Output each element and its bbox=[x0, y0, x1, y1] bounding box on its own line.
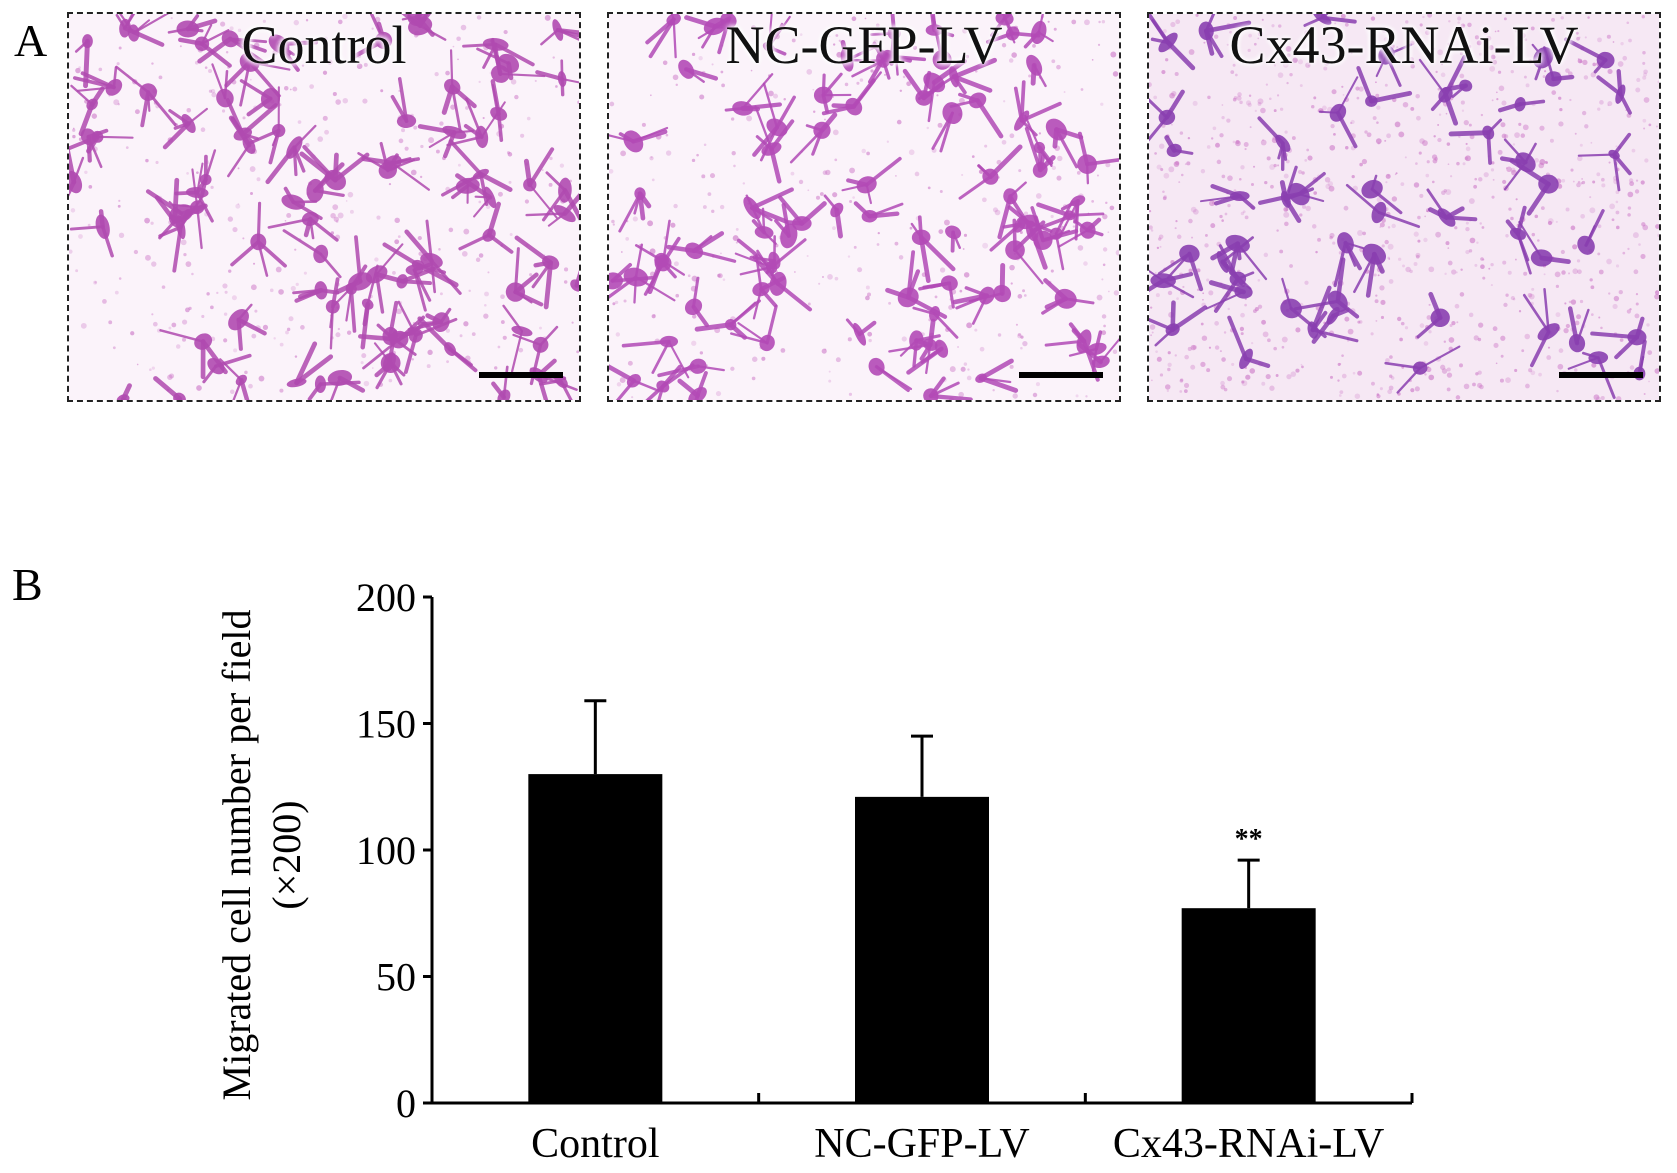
scale-bar bbox=[1559, 372, 1643, 378]
micrograph-nc-gfp-lv: NC-GFP-LV bbox=[607, 12, 1121, 402]
plot-area: 0 50 100 150 200 Control NC-GFP-LV Cx43-RNAi-LV… bbox=[356, 575, 1414, 1167]
y-axis-label-line1: Migrated cell number per field bbox=[214, 610, 259, 1101]
bar bbox=[855, 796, 989, 1103]
scale-bar bbox=[1019, 372, 1103, 378]
bar-chart: Migrated cell number per field (×200) 0 5… bbox=[214, 575, 1414, 1167]
micrograph-title: Control bbox=[241, 15, 407, 75]
x-tick-label: NC-GFP-LV bbox=[814, 1121, 1030, 1167]
y-tick-label: 50 bbox=[376, 955, 416, 1000]
panel-b-label: B bbox=[12, 559, 43, 610]
x-tick-label: Control bbox=[531, 1121, 659, 1167]
cell-stain-image bbox=[609, 14, 1119, 400]
x-tick-label: Cx43-RNAi-LV bbox=[1113, 1121, 1384, 1167]
y-axis-label: Migrated cell number per field (×200) bbox=[214, 610, 309, 1101]
y-tick-label: 100 bbox=[356, 828, 416, 873]
y-axis-label-line2: (×200) bbox=[264, 800, 309, 909]
micrograph-title: Cx43-RNAi-LV bbox=[1229, 15, 1579, 75]
y-tick-label: 0 bbox=[396, 1081, 416, 1126]
panel-a-label: A bbox=[14, 15, 48, 66]
micrograph-cx43-rnai-lv: Cx43-RNAi-LV bbox=[1147, 12, 1661, 402]
scale-bar bbox=[479, 372, 563, 378]
micrograph-title: NC-GFP-LV bbox=[725, 15, 1003, 75]
bar bbox=[528, 774, 663, 1103]
y-tick-label: 150 bbox=[356, 702, 416, 747]
cell-stain-image bbox=[69, 14, 579, 400]
y-tick-label: 200 bbox=[356, 575, 416, 620]
micrograph-control: Control bbox=[67, 12, 581, 402]
cell-stain-image bbox=[1149, 14, 1659, 400]
significance-marker: ** bbox=[1235, 824, 1263, 855]
bar bbox=[1181, 908, 1316, 1103]
